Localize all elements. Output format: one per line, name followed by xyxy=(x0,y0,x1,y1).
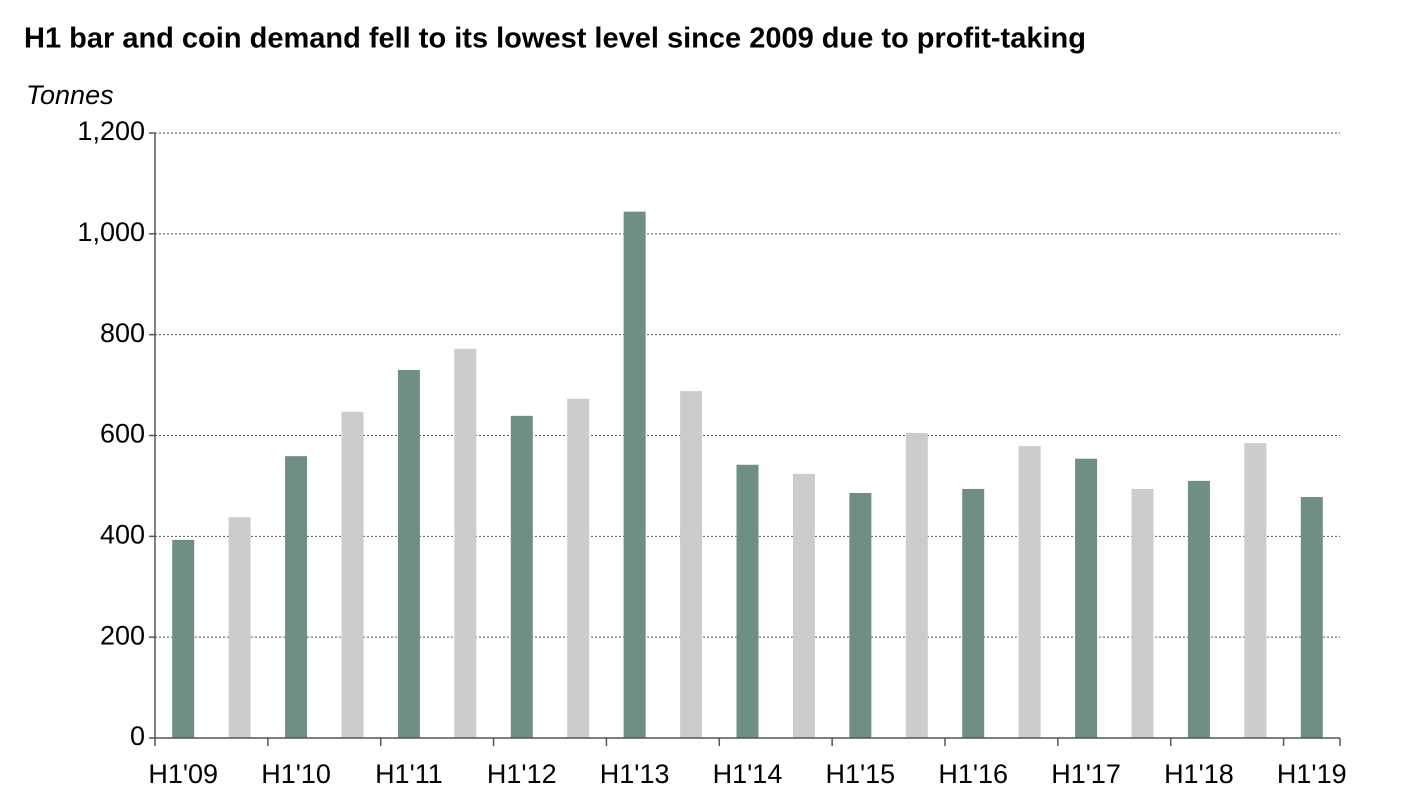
bar xyxy=(454,348,477,738)
bar xyxy=(680,391,703,738)
y-tick-label: 400 xyxy=(100,519,145,549)
bar xyxy=(1018,446,1041,738)
bar xyxy=(962,488,985,738)
bar xyxy=(905,432,928,738)
x-tick-label: H1'19 xyxy=(1277,759,1347,789)
bar xyxy=(228,517,251,738)
bar xyxy=(172,539,195,738)
x-tick-label: H1'16 xyxy=(938,759,1008,789)
x-tick-label: H1'17 xyxy=(1051,759,1121,789)
y-tick-label: 600 xyxy=(100,419,145,449)
bar xyxy=(1187,480,1210,738)
bar xyxy=(567,398,590,738)
y-axis-label: Tonnes xyxy=(26,80,114,110)
x-tick-label: H1'15 xyxy=(826,759,896,789)
chart-title: H1 bar and coin demand fell to its lowes… xyxy=(24,23,1086,55)
y-tick-label: 1,000 xyxy=(77,217,145,247)
bar xyxy=(1300,497,1323,738)
y-tick-label: 0 xyxy=(130,721,145,751)
x-tick-label: H1'14 xyxy=(713,759,783,789)
bar xyxy=(1244,443,1267,738)
x-tick-label: H1'13 xyxy=(600,759,670,789)
bar xyxy=(623,211,646,738)
bar xyxy=(736,464,759,738)
x-tick-label: H1'10 xyxy=(261,759,331,789)
y-tick-label: 1,200 xyxy=(77,116,145,146)
x-tick-label: H1'18 xyxy=(1164,759,1234,789)
x-tick-label: H1'11 xyxy=(375,759,443,789)
y-tick-label: 200 xyxy=(100,620,145,650)
bar xyxy=(1131,488,1154,738)
bar xyxy=(397,369,420,738)
bar xyxy=(285,456,308,738)
bar xyxy=(341,411,364,738)
bar xyxy=(849,492,872,738)
x-tick-label: H1'09 xyxy=(148,759,218,789)
bar xyxy=(510,415,533,738)
x-tick-label: H1'12 xyxy=(487,759,557,789)
y-tick-label: 800 xyxy=(100,318,145,348)
bar xyxy=(792,473,815,738)
bar xyxy=(1075,458,1098,738)
